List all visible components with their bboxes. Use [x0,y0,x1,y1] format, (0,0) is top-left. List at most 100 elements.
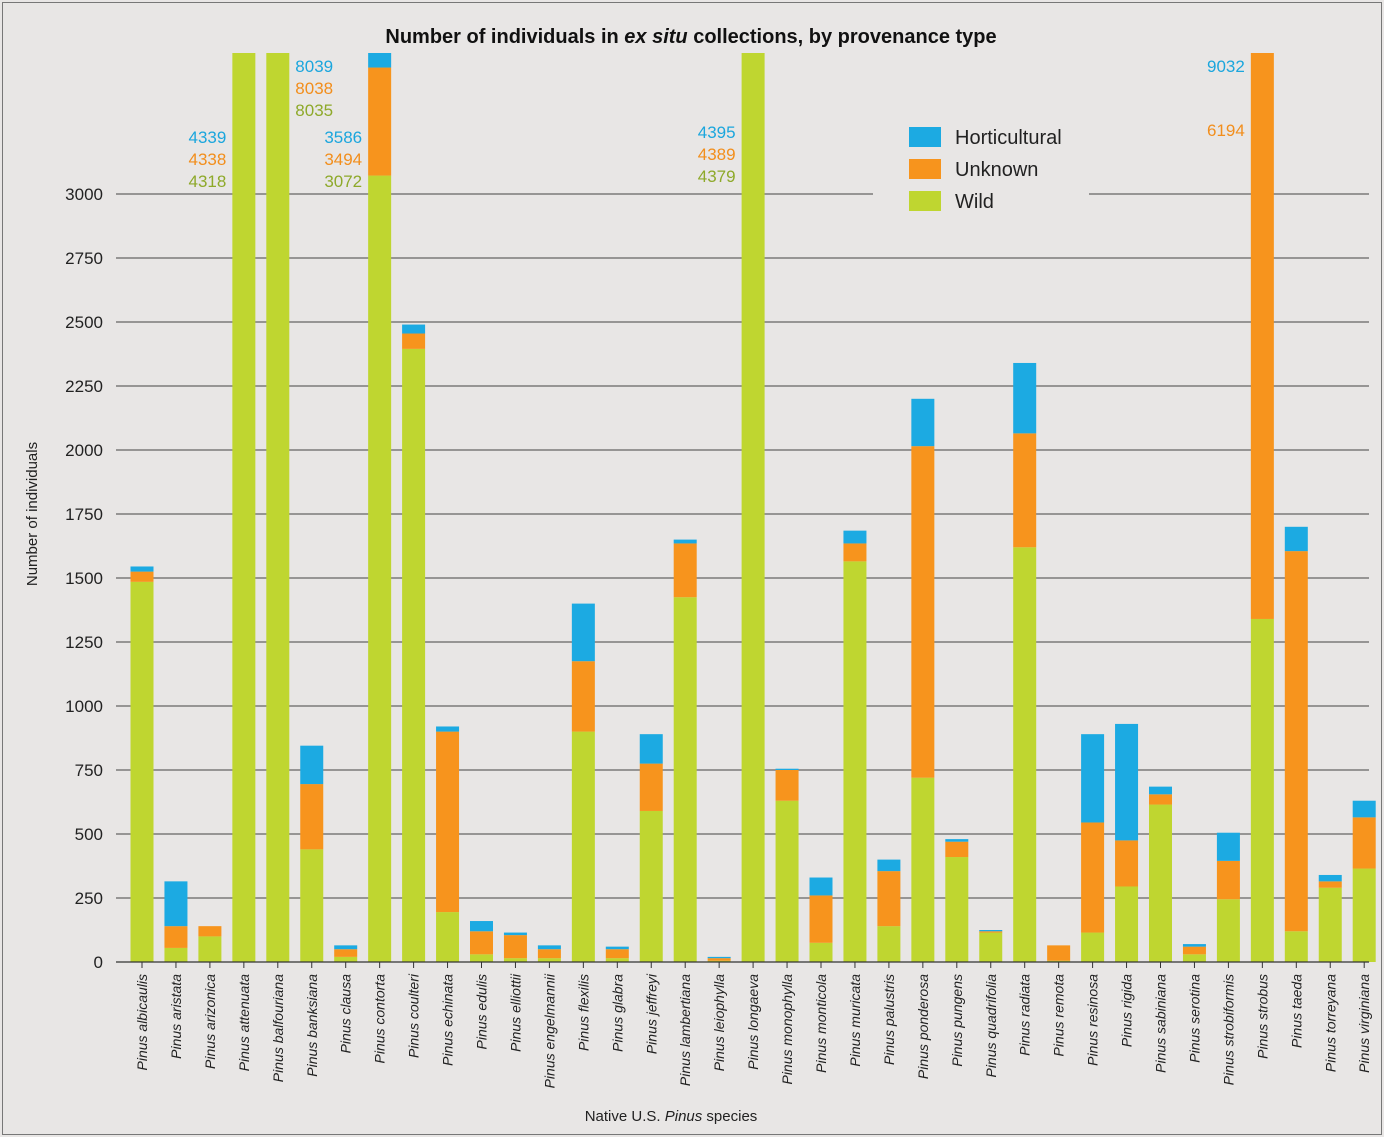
bar-wild [436,912,460,962]
bar-unknown [605,949,629,959]
value-label-wild: 3072 [324,172,362,191]
bar-unknown [1047,945,1071,961]
bar-unknown [1115,840,1139,887]
bar-horticultural [877,859,901,872]
x-tick-label: Pinus engelmannii [541,973,557,1088]
x-tick-label: Pinus flexilis [575,974,591,1051]
x-tick-label: Pinus rigida [1119,974,1135,1047]
bar-horticultural [571,603,595,662]
bar-unknown [130,571,154,582]
value-label-horticultural: 4395 [698,123,736,142]
bar-unknown [775,770,799,801]
x-tick-label: Pinus leiophylla [711,974,727,1071]
bar-horticultural [130,566,154,572]
bar-unknown [436,731,460,913]
x-tick-label: Pinus longaeva [745,974,761,1070]
x-tick-label: Pinus contorta [372,974,388,1064]
y-tick-label: 1500 [65,569,103,588]
bar-horticultural [300,745,324,785]
bar-unknown [809,895,833,943]
bar-wild [673,597,697,962]
bar-unknown [503,935,527,959]
bar-wild [537,958,561,962]
bar-unknown [571,661,595,732]
x-tick-label: Pinus monticola [813,974,829,1073]
bar-horticultural [775,768,799,770]
x-tick-label: Pinus coulteri [406,973,422,1058]
x-tick-label: Pinus lambertiana [677,974,693,1086]
bar-unknown [877,871,901,927]
x-tick-label: Pinus edulis [474,974,490,1050]
bar-unknown [537,949,561,959]
chart-svg: 0 250 500 750 1000 1250 1500 1750 2000 2250 2500 27… [24,26,1376,1125]
value-label-horticultural: 9032 [1207,57,1245,76]
x-tick-label: Pinus aristata [168,974,184,1059]
bar-horticultural [911,398,935,447]
legend: Horticultural Unknown Wild [909,127,1062,213]
y-tick-label: 500 [75,825,103,844]
bar-wild [809,942,833,962]
value-label-wild: 8035 [295,101,333,120]
bar-unknown [1284,551,1308,932]
bar-wild [1318,887,1342,962]
bar-wild [232,53,256,962]
x-tick-label: Pinus virginiana [1356,974,1372,1073]
legend-swatch-horticultural [909,127,941,147]
bar-unknown [198,926,222,937]
x-tick-label: Pinus serotina [1186,974,1202,1063]
bar-wild [1013,547,1037,962]
bar-unknown [639,763,663,811]
value-label-wild: 4379 [698,167,736,186]
bar-wild [775,800,799,962]
value-label-horticultural: 8039 [295,57,333,76]
bar-wild [1182,954,1206,962]
value-label-unknown: 4338 [189,150,227,169]
x-tick-label: Pinus clausa [338,974,354,1054]
y-tick-label: 250 [75,889,103,908]
bar-horticultural [707,956,731,959]
value-label-unknown: 8038 [295,79,333,98]
bar-wild [164,947,188,962]
bar-horticultural [809,877,833,896]
bar-unknown [164,926,188,948]
bar-wild [605,958,629,962]
y-tick-label: 1750 [65,505,103,524]
legend-label-horticultural: Horticultural [955,127,1062,149]
bar-wild [741,53,765,962]
y-tick-label: 0 [94,953,103,972]
bar-horticultural [1115,723,1139,841]
bar-wild [503,958,527,962]
bar-unknown [470,931,493,955]
y-tick-label: 750 [75,761,103,780]
value-label-horticultural: 3586 [324,128,362,147]
x-tick-label: Pinus strobiformis [1220,974,1236,1085]
x-axis-title: Native U.S. Pinus species [585,1108,758,1125]
bar-unknown [1182,946,1206,955]
y-axis-title: Number of individuals [24,442,41,586]
bar-wild [1081,932,1105,962]
bar-horticultural [1284,526,1308,552]
bar-unknown [1318,881,1342,888]
x-tick-label: Pinus jeffreyi [643,973,659,1054]
bar-unknown [402,333,426,349]
bar-horticultural [605,946,629,950]
chart-title: Number of individuals in ex situ collect… [385,26,996,48]
x-tick-label: Pinus ponderosa [915,974,931,1079]
bar-horticultural [639,734,663,764]
value-label-unknown: 3494 [324,150,362,169]
bar-horticultural [1216,832,1240,861]
x-tick-label: Pinus pungens [949,974,965,1067]
bar-wild [1149,804,1172,962]
bar-horticultural [537,945,561,950]
bar-horticultural [1352,800,1376,818]
x-tick-label: Pinus torreyana [1322,974,1338,1072]
value-labels-layer: 4339 4338 4318 8039 8038 8035 3586 3494 3072 4395… [189,57,1245,191]
y-tick-label: 2000 [65,441,103,460]
x-tick-label: Pinus muricata [847,974,863,1067]
legend-swatch-wild [909,191,941,211]
bar-wild [571,731,595,962]
bar-unknown [1149,794,1172,805]
x-tick-label: Pinus taeda [1288,974,1304,1048]
bar-wild [368,175,392,962]
bar-wild [707,960,731,962]
